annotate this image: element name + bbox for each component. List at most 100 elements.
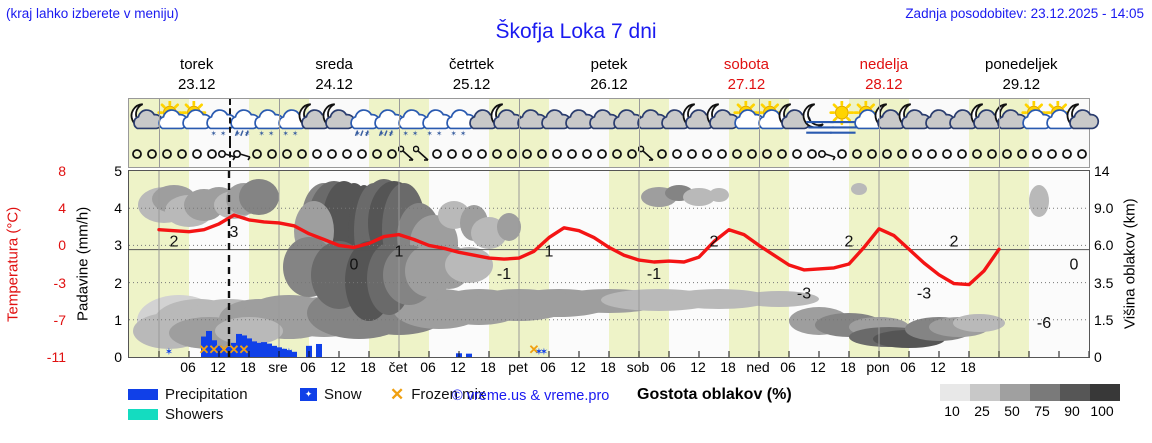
weather-icon-moon-cloud — [297, 101, 332, 141]
precip-tick: 2 — [114, 274, 122, 291]
precip-bar — [291, 351, 297, 357]
legend-frozen-mix-label: Frozen mix — [411, 386, 486, 403]
precip-bar — [206, 330, 212, 357]
wind-barb — [397, 145, 416, 163]
weather-icon-moon-cloud — [705, 101, 740, 141]
cloud-density-field — [133, 179, 1049, 349]
day-date: 24.12 — [315, 76, 353, 93]
day-date: 26.12 — [590, 76, 628, 93]
last-update-label: Zadnja posodobitev: 23.12.2025 - 14:05 — [905, 6, 1144, 21]
legend-frozen-mix: ✕ Frozen mix — [390, 386, 485, 403]
weather-icon-sun-cloud — [729, 101, 765, 141]
precip-tick: 5 — [114, 163, 122, 179]
wind-barb — [698, 145, 716, 163]
icon-day-divider — [159, 99, 160, 142]
wind-barb — [788, 145, 806, 163]
wind-barb — [383, 145, 401, 163]
wind-barb — [817, 145, 836, 163]
weather-icon-moon-fog — [801, 101, 834, 141]
legend-precipitation: Precipitation — [128, 386, 248, 403]
weather-icon-moon-cloud — [897, 101, 932, 141]
weather-icon-cloud — [537, 101, 572, 141]
weather-icon-moon-cloud — [489, 101, 524, 141]
icon-day-divider — [399, 99, 400, 142]
icon-day-divider — [759, 99, 760, 142]
x-tick-label: 06 — [900, 359, 916, 375]
svg-text:✶: ✶ — [220, 129, 226, 138]
wind-barb — [548, 145, 566, 163]
x-tick-label: 18 — [840, 359, 856, 375]
legend-snow-label: Snow — [324, 386, 362, 403]
wind-barb — [653, 145, 671, 163]
svg-text:✶: ✶ — [258, 129, 264, 138]
weather-icon-cloud-snow: ✶ ✶ — [273, 101, 309, 141]
precipitation-axis-title: Padavine (mm/h) — [74, 206, 92, 322]
weather-icon-cloud-snow: ✶ ✶ — [393, 101, 429, 141]
wind-day-divider — [159, 142, 160, 167]
svg-text:✶: ✶ — [234, 129, 240, 138]
precip-bar — [201, 336, 207, 357]
wind-barb — [923, 145, 941, 163]
day-name: petek — [590, 56, 628, 73]
wind-barb — [293, 145, 311, 163]
weather-icon-cloud-rain-snow: ✶ ✶ — [369, 101, 405, 141]
svg-text:✶: ✶ — [364, 129, 370, 138]
precip-bar — [241, 335, 247, 357]
wind-barb — [518, 145, 536, 163]
snow-swatch: ✦ — [300, 388, 317, 401]
precip-tick: 3 — [114, 237, 122, 254]
weather-icon-cloud-rain-snow: ✶ ✶ — [345, 101, 381, 141]
wind-barb — [248, 145, 266, 163]
wind-barb — [1028, 145, 1046, 163]
weather-icon-moon-cloud — [129, 101, 164, 141]
weather-icon-sun-cloud — [849, 101, 885, 141]
day-name: nedelja — [859, 56, 909, 73]
precip-tick: 4 — [114, 200, 122, 217]
wind-day-divider — [519, 142, 520, 167]
temp-tick: 4 — [58, 200, 66, 217]
weather-icon-cloud — [561, 101, 596, 141]
wind-barb — [323, 145, 341, 163]
temp-tick: -3 — [53, 274, 66, 291]
weather-icon-row: ✶ ✶ ✶ ✶ ✶ ✶ ✶ ✶ ✶ ✶ ✶ ✶ ✶ ✶ ✶ ✶ ✶ ✶ — [128, 98, 1100, 142]
wind-barb — [878, 145, 896, 163]
wind-barb — [533, 145, 551, 163]
wind-barb — [128, 145, 146, 163]
day-header-2: sreda 24.12 — [265, 55, 402, 95]
icon-day-divider — [879, 99, 880, 142]
x-tick-label: ned — [746, 359, 770, 375]
wind-barb — [278, 145, 296, 163]
wind-barb — [848, 145, 866, 163]
x-tick-label: 12 — [810, 359, 826, 375]
x-axis-ticks — [158, 351, 1089, 357]
temp-point-label: 0 — [1070, 256, 1079, 273]
wind-barb — [743, 145, 761, 163]
wind-barb — [488, 145, 506, 163]
temp-tick: -7 — [53, 311, 66, 328]
day-name: sobota — [723, 56, 769, 73]
precip-tick: 0 — [114, 349, 122, 365]
wind-barb — [188, 145, 206, 163]
precipitation-swatch — [128, 389, 158, 400]
day-date: 29.12 — [1002, 76, 1041, 93]
x-tick-label: 06 — [780, 359, 796, 375]
cloudheight-axis-title: Višina oblakov (km) — [1121, 198, 1139, 330]
day-name: torek — [180, 56, 214, 73]
cloudheight-tick: 3.5 — [1094, 274, 1114, 291]
weather-icon-moon-cloud — [1065, 101, 1100, 141]
x-tick-label: 06 — [540, 359, 556, 375]
cloud-density-scale-label: 75 — [1034, 403, 1050, 419]
x-tick-label: 18 — [240, 359, 256, 375]
icon-day-divider — [519, 99, 520, 142]
cloudheight-tick: 14 — [1094, 163, 1110, 179]
frozen-mix-marker: ✕ — [219, 342, 230, 357]
wind-barb — [412, 145, 431, 163]
precip-bar — [466, 353, 472, 357]
wind-barb — [353, 145, 371, 163]
day-name: četrtek — [449, 56, 495, 73]
x-tick-label: pet — [508, 359, 528, 375]
svg-text:✶: ✶ — [378, 129, 384, 138]
cloud-density-step-3 — [1030, 384, 1060, 401]
